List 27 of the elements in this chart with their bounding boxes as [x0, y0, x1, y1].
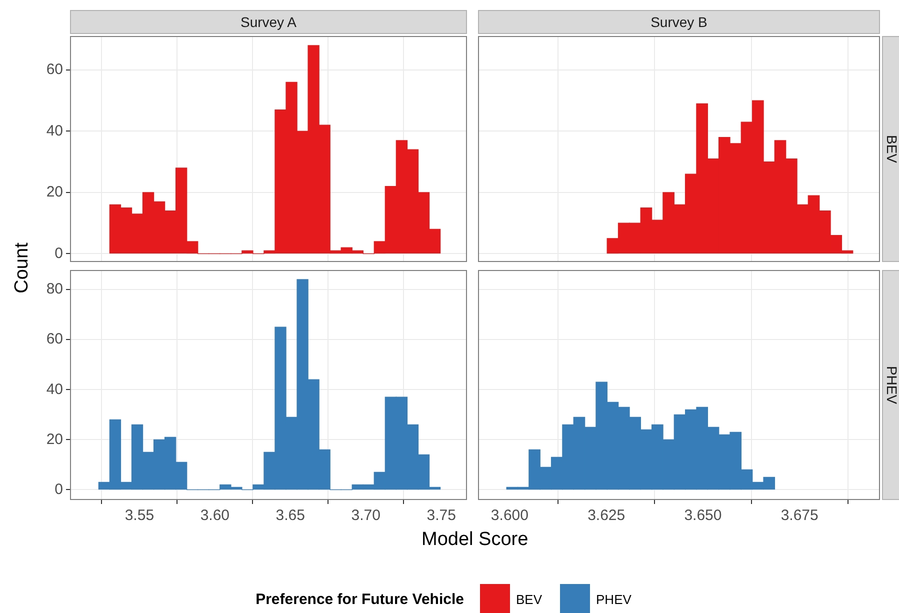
legend-label: PHEV	[596, 592, 632, 606]
y-tick-label: 40	[46, 380, 63, 398]
x-tick-label: 3.60	[200, 507, 230, 524]
y2-axis-title: BEV	[884, 134, 899, 164]
y-tick-label: 80	[46, 280, 63, 298]
x-tick-label: 3.675	[780, 507, 818, 524]
x-tick-label: 3.65	[276, 507, 305, 524]
x-tick-label: 3.650	[684, 507, 722, 524]
chart-title: Survey B	[478, 10, 880, 34]
legend-title: Preference for Future Vehicle	[256, 590, 464, 608]
x-axis-title: Model Score	[422, 529, 528, 551]
y-tick-label: 60	[46, 330, 63, 348]
x-tick-label: 3.600	[490, 507, 528, 524]
y-tick-label: 60	[46, 61, 63, 78]
x-tick-label: 3.625	[588, 507, 626, 524]
x-tick-label: 3.70	[351, 507, 380, 524]
y-tick-label: 20	[46, 430, 63, 448]
y-tick-label: 0	[54, 480, 63, 498]
x-tick-label: 3.55	[124, 507, 154, 524]
y-tick-label: 40	[46, 122, 63, 140]
y-axis-title: Count	[10, 242, 33, 294]
x-tick-label: 3.75	[426, 507, 456, 524]
y2-axis-title: PHEV	[884, 366, 899, 404]
y-tick-label: 20	[46, 184, 63, 201]
chart-title: Survey A	[70, 10, 467, 34]
y-tick-label: 0	[54, 244, 63, 262]
legend-label: BEV	[516, 592, 542, 606]
